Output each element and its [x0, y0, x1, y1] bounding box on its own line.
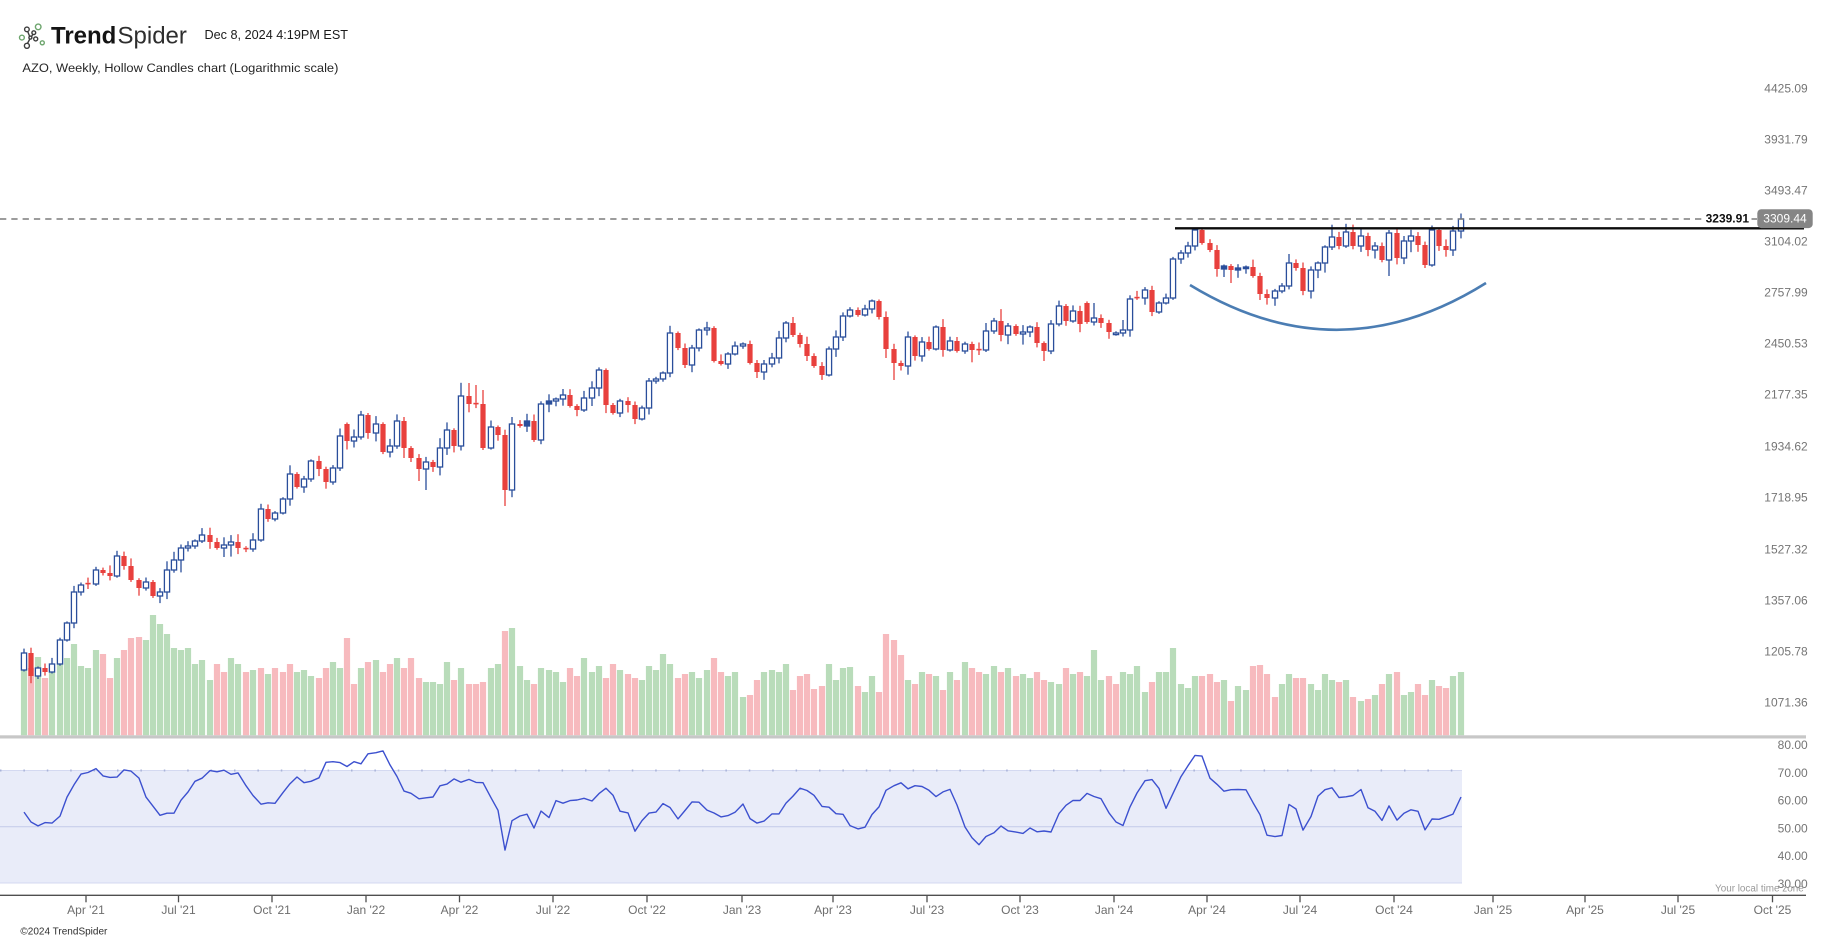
svg-text:Jan '25: Jan '25 [1474, 903, 1513, 917]
svg-text:Jul '22: Jul '22 [536, 903, 571, 917]
svg-text:Apr '21: Apr '21 [67, 903, 105, 917]
svg-text:Oct '25: Oct '25 [1754, 903, 1792, 917]
svg-text:30.00: 30.00 [1778, 877, 1808, 891]
svg-text:Jan '22: Jan '22 [347, 903, 386, 917]
svg-text:3239.91: 3239.91 [1706, 211, 1750, 225]
svg-text:Jan '24: Jan '24 [1095, 903, 1134, 917]
svg-text:1205.78: 1205.78 [1764, 644, 1808, 658]
svg-text:Trend: Trend [51, 22, 116, 49]
svg-text:Oct '22: Oct '22 [628, 903, 666, 917]
svg-text:80.00: 80.00 [1778, 738, 1808, 752]
svg-text:Jan '23: Jan '23 [723, 903, 762, 917]
svg-text:3309.44: 3309.44 [1763, 212, 1807, 226]
svg-text:3493.47: 3493.47 [1764, 183, 1808, 197]
svg-text:1071.36: 1071.36 [1764, 695, 1808, 709]
svg-text:Oct '21: Oct '21 [253, 903, 291, 917]
svg-text:Apr '24: Apr '24 [1188, 903, 1226, 917]
svg-text:3104.02: 3104.02 [1764, 234, 1808, 248]
svg-text:Apr '22: Apr '22 [441, 903, 479, 917]
svg-text:Jul '23: Jul '23 [910, 903, 945, 917]
svg-text:Spider: Spider [118, 22, 187, 49]
svg-text:Dec 8, 2024 4:19PM EST: Dec 8, 2024 4:19PM EST [205, 28, 349, 42]
svg-text:1527.32: 1527.32 [1764, 542, 1808, 556]
svg-text:Jul '21: Jul '21 [161, 903, 196, 917]
svg-text:1357.06: 1357.06 [1764, 593, 1808, 607]
svg-text:Jul '25: Jul '25 [1661, 903, 1696, 917]
svg-text:AZO, Weekly, Hollow Candles ch: AZO, Weekly, Hollow Candles chart (Logar… [22, 61, 338, 75]
svg-text:Apr '23: Apr '23 [814, 903, 852, 917]
svg-text:2450.53: 2450.53 [1764, 336, 1808, 350]
svg-text:Your local time zone: Your local time zone [1715, 884, 1804, 895]
svg-text:3931.79: 3931.79 [1764, 132, 1808, 146]
svg-text:4425.09: 4425.09 [1764, 81, 1808, 95]
svg-text:50.00: 50.00 [1778, 821, 1808, 835]
svg-text:60.00: 60.00 [1778, 794, 1808, 808]
svg-text:Jul '24: Jul '24 [1283, 903, 1318, 917]
svg-text:40.00: 40.00 [1778, 849, 1808, 863]
svg-text:1934.62: 1934.62 [1764, 439, 1808, 453]
svg-text:2757.99: 2757.99 [1764, 285, 1808, 299]
svg-text:Apr '25: Apr '25 [1566, 903, 1604, 917]
svg-text:Oct '24: Oct '24 [1375, 903, 1413, 917]
svg-text:Oct '23: Oct '23 [1001, 903, 1039, 917]
svg-text:70.00: 70.00 [1778, 766, 1808, 780]
svg-text:2177.35: 2177.35 [1764, 387, 1808, 401]
svg-text:©2024 TrendSpider: ©2024 TrendSpider [20, 926, 107, 938]
svg-text:1718.95: 1718.95 [1764, 490, 1808, 504]
